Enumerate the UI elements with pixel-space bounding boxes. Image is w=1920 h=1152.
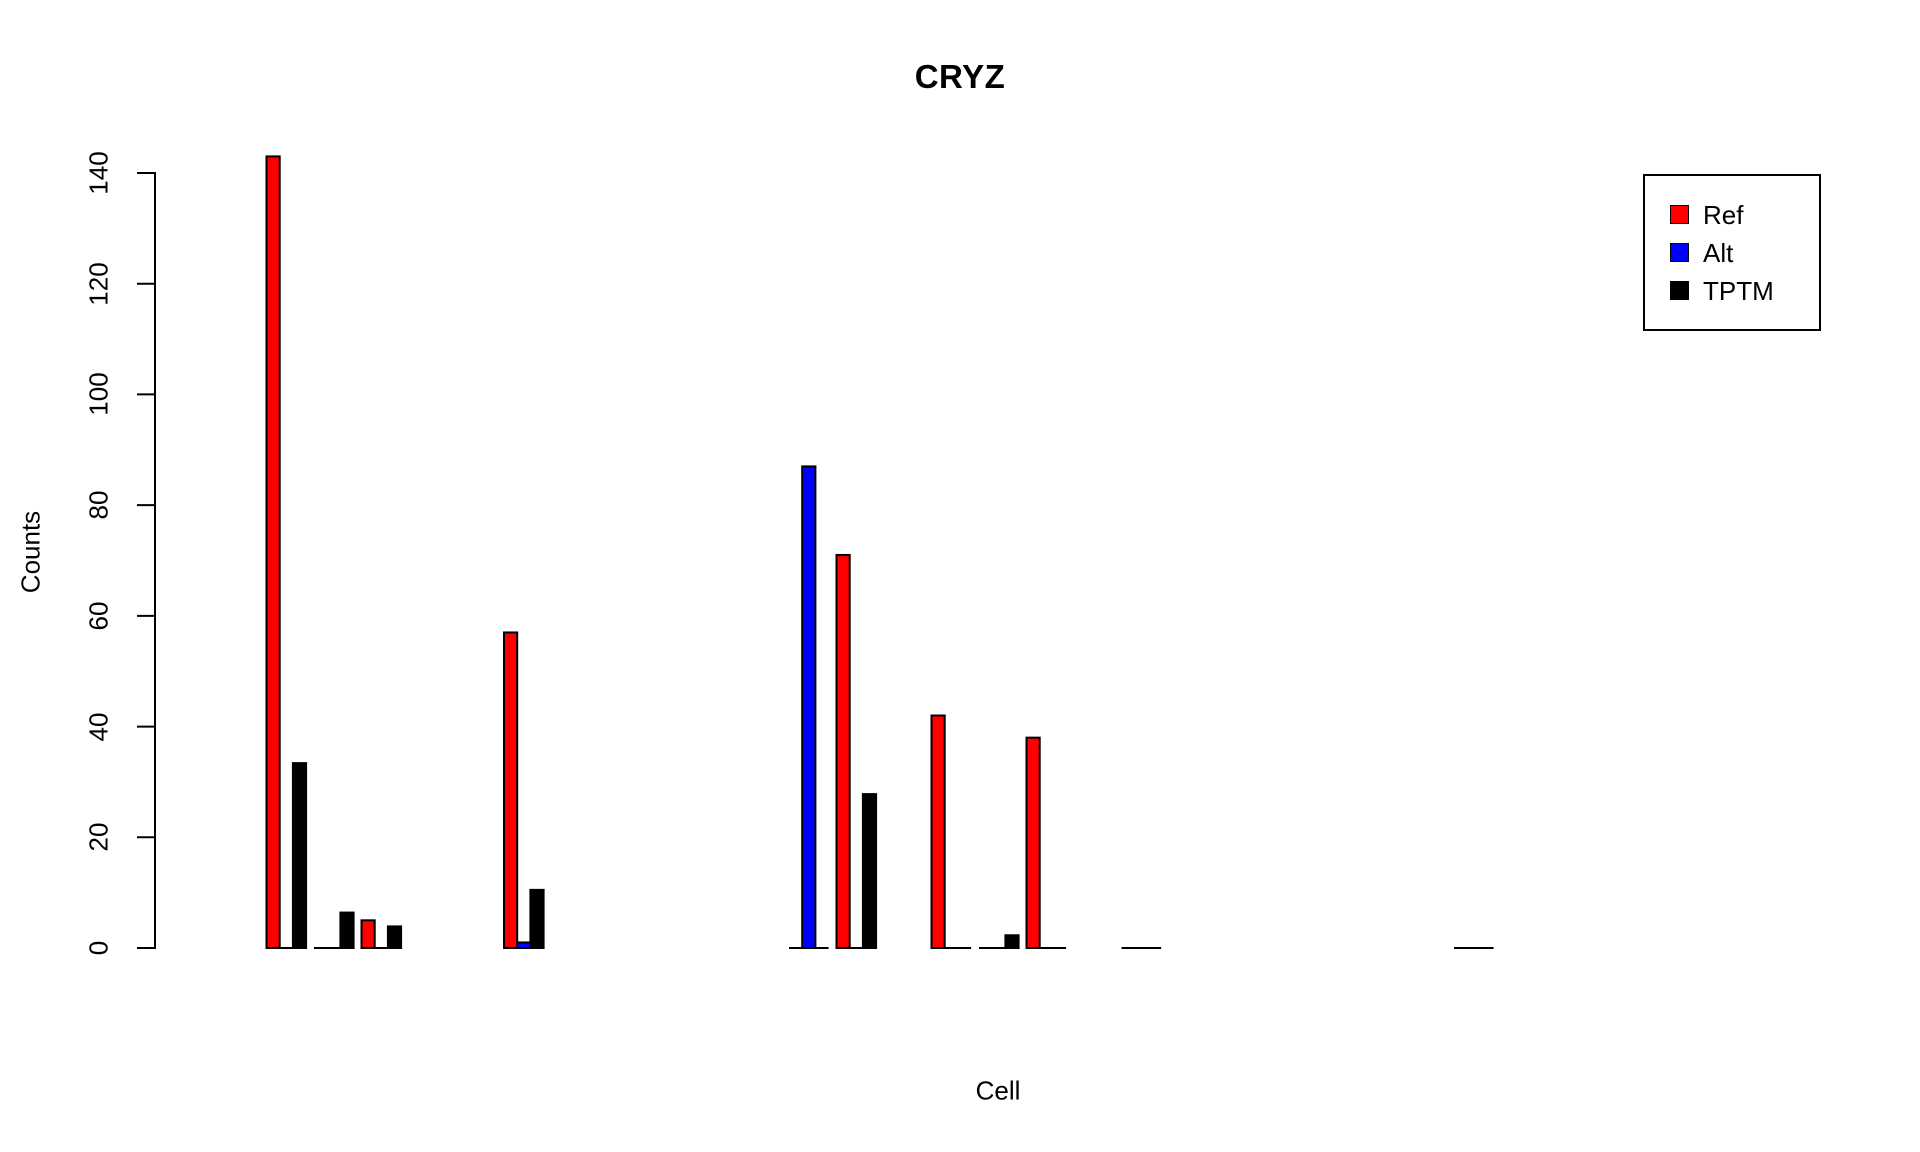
y-tick-label-60: 60 — [83, 601, 114, 631]
legend-entry-ref: Ref — [1670, 202, 1819, 228]
chart-title: CRYZ — [914, 58, 1006, 95]
bar-alt-cell-12 — [801, 465, 817, 949]
y-tick-label-0: 0 — [83, 940, 114, 956]
bar-ref-cell-3 — [360, 919, 376, 949]
x-axis-label: Cell — [975, 1075, 1021, 1106]
legend-swatch-ref — [1670, 205, 1689, 224]
legend-swatch-tptm — [1670, 281, 1689, 300]
bar-alt-cell-6 — [516, 941, 532, 949]
bar-tptm-cell-1 — [291, 762, 308, 949]
bar-tptm-cell-2 — [339, 911, 355, 950]
bar-ref-cell-15 — [930, 714, 946, 950]
legend-label-alt: Alt — [1703, 237, 1734, 268]
bar-tptm-cell-16 — [1004, 934, 1020, 949]
bar-ref-cell-17 — [1025, 736, 1041, 949]
bar-ref-cell-6 — [503, 631, 519, 949]
y-tick-label-120: 120 — [83, 262, 114, 306]
legend-entry-alt: Alt — [1670, 240, 1819, 266]
bar-tptm-cell-13 — [861, 793, 878, 949]
bar-ref-cell-1 — [265, 155, 281, 949]
y-tick-label-140: 140 — [83, 151, 114, 195]
legend-label-tptm: TPTM — [1703, 275, 1774, 306]
y-tick-label-80: 80 — [83, 490, 114, 520]
legend-label-ref: Ref — [1703, 199, 1744, 230]
y-tick-label-20: 20 — [83, 822, 114, 852]
legend-box: Ref Alt TPTM — [1643, 174, 1821, 331]
bar-tptm-cell-6 — [529, 888, 545, 949]
bar-ref-cell-13 — [835, 553, 851, 949]
y-tick-label-40: 40 — [83, 712, 114, 742]
y-tick-label-100: 100 — [83, 372, 114, 417]
legend-entry-tptm: TPTM — [1670, 278, 1819, 304]
bar-tptm-cell-3 — [386, 925, 403, 949]
legend-swatch-alt — [1670, 243, 1689, 262]
